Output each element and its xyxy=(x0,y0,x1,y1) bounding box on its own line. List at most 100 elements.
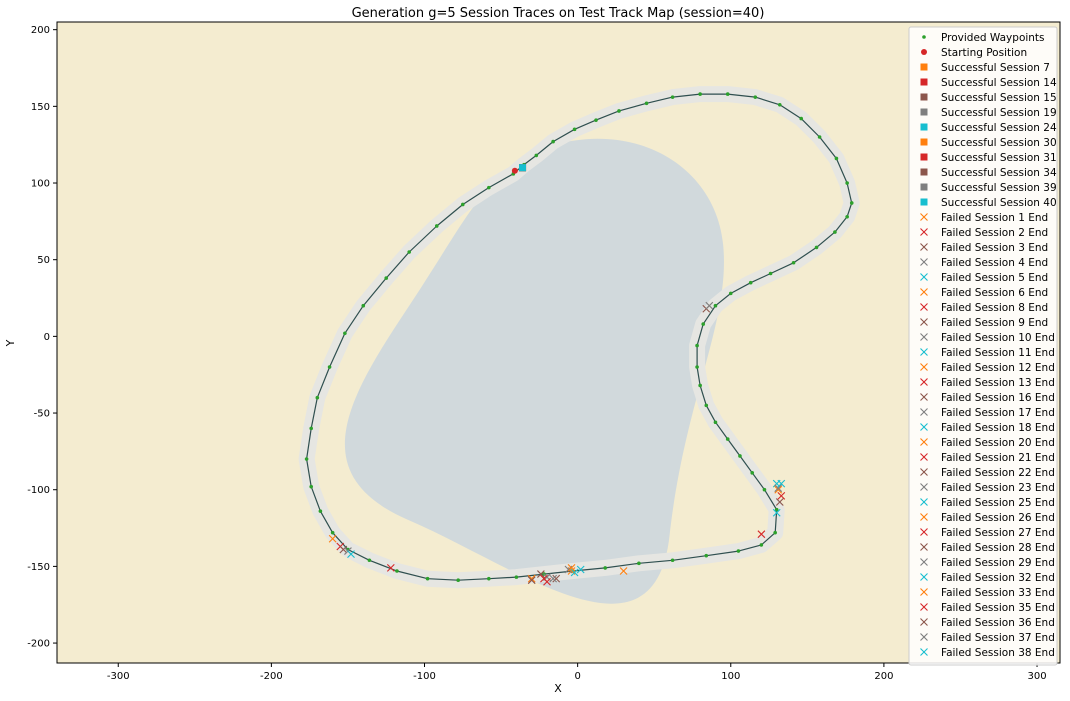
waypoint-dot xyxy=(309,426,313,431)
legend-marker xyxy=(920,588,928,596)
legend-marker xyxy=(920,363,928,371)
waypoints-layer xyxy=(304,92,854,582)
waypoint-dot xyxy=(670,558,675,563)
legend-entry: Successful Session 14 xyxy=(920,77,1057,89)
y-tick-label: -150 xyxy=(27,562,50,573)
y-tick-label: 0 xyxy=(44,332,50,343)
map-background xyxy=(57,22,1060,663)
legend-label: Failed Session 3 End xyxy=(941,242,1048,254)
legend-entry: Failed Session 23 End xyxy=(920,482,1055,494)
waypoint-dot xyxy=(384,276,389,280)
failed-end-marker xyxy=(775,498,784,506)
waypoint-dot xyxy=(361,303,366,308)
waypoint-dot xyxy=(330,530,335,535)
legend-entry: Failed Session 9 End xyxy=(920,317,1048,329)
legend-entry: Successful Session 31 xyxy=(920,152,1057,164)
waypoint-dot xyxy=(695,365,699,369)
legend-entry: Failed Session 12 End xyxy=(920,362,1055,374)
legend-marker xyxy=(920,108,928,116)
legend-marker xyxy=(920,183,928,191)
legend-marker xyxy=(920,468,928,476)
legend-label: Failed Session 13 End xyxy=(941,377,1055,389)
waypoint-dot xyxy=(762,487,767,492)
legend-marker xyxy=(920,408,928,416)
failed-end-marker xyxy=(549,574,558,583)
failed-end-marker xyxy=(772,508,781,517)
waypoint-dot xyxy=(327,365,332,369)
legend-label: Failed Session 6 End xyxy=(941,287,1048,299)
legend-label: Failed Session 35 End xyxy=(941,602,1055,614)
waypoint-dot xyxy=(748,280,753,285)
waypoint-dot xyxy=(753,95,758,99)
failed-end-marker xyxy=(386,564,395,572)
waypoint-dot xyxy=(713,303,718,308)
waypoint-dot xyxy=(617,109,621,113)
legend-label: Successful Session 24 xyxy=(941,122,1057,134)
legend-entry: Failed Session 18 End xyxy=(920,422,1055,434)
legend-label: Failed Session 11 End xyxy=(941,347,1055,359)
failed-end-marker xyxy=(774,485,783,494)
legend-label: Successful Session 31 xyxy=(941,152,1057,164)
failed-end-marker xyxy=(774,484,783,493)
y-tick-label: 150 xyxy=(31,102,50,113)
legend-label: Failed Session 10 End xyxy=(941,332,1055,344)
legend-label: Successful Session 7 xyxy=(941,62,1050,74)
waypoint-dot xyxy=(849,201,854,205)
legend-marker xyxy=(920,198,928,206)
legend-marker xyxy=(920,528,928,536)
waypoint-dot xyxy=(725,92,730,96)
legend-entry: Failed Session 26 End xyxy=(920,512,1055,524)
failed-end-marker xyxy=(543,577,551,586)
waypoint-dot xyxy=(791,260,796,265)
waypoint-dot xyxy=(594,118,598,122)
legend-entry: Failed Session 4 End xyxy=(920,257,1048,269)
legend-label: Failed Session 29 End xyxy=(941,557,1055,569)
y-tick-label: -200 xyxy=(27,639,50,650)
y-tick-label: 200 xyxy=(31,25,50,36)
legend-entry: Failed Session 20 End xyxy=(920,437,1055,449)
legend-entry: Failed Session 5 End xyxy=(920,272,1048,284)
failed-end-marker xyxy=(527,574,536,583)
legend-marker xyxy=(920,123,928,131)
legend-entry: Failed Session 25 End xyxy=(920,497,1055,509)
legend-entry: Successful Session 40 xyxy=(920,197,1057,209)
legend-marker xyxy=(920,153,928,161)
legend-label: Failed Session 16 End xyxy=(941,392,1055,404)
legend-entry: Successful Session 15 xyxy=(920,92,1057,104)
legend-marker xyxy=(920,348,928,356)
legend-label: Failed Session 25 End xyxy=(941,497,1055,509)
y-tick-label: -100 xyxy=(27,485,50,496)
legend-marker xyxy=(920,288,928,296)
legend-label: Failed Session 32 End xyxy=(941,572,1055,584)
legend-marker xyxy=(920,453,928,461)
legend-marker xyxy=(920,93,928,101)
legend-label: Failed Session 36 End xyxy=(941,617,1055,629)
legend-entry: Failed Session 21 End xyxy=(920,452,1055,464)
waypoint-dot xyxy=(315,395,320,400)
legend-label: Failed Session 8 End xyxy=(941,302,1048,314)
legend-marker xyxy=(920,543,928,551)
y-tick-label: 50 xyxy=(37,255,50,266)
legend-entry: Failed Session 6 End xyxy=(920,287,1048,299)
waypoint-dot xyxy=(318,509,323,513)
x-tick-label: -100 xyxy=(413,671,436,682)
waypoint-dot xyxy=(738,454,742,458)
legend-entry: Successful Session 7 xyxy=(920,62,1050,74)
session-trace-line xyxy=(306,93,853,581)
failed-end-marker xyxy=(576,565,585,574)
legend-label: Successful Session 15 xyxy=(941,92,1057,104)
legend-entry: Failed Session 10 End xyxy=(920,332,1055,344)
x-axis-label: X xyxy=(554,682,562,695)
legend-entry: Successful Session 24 xyxy=(920,122,1057,134)
legend-label: Successful Session 19 xyxy=(941,107,1057,119)
legend-entry: Successful Session 19 xyxy=(920,107,1057,119)
failed-end-marker xyxy=(347,550,355,559)
failed-end-marker xyxy=(552,574,561,583)
waypoint-dot xyxy=(725,437,730,441)
failed-end-marker xyxy=(570,568,579,577)
waypoint-dot xyxy=(814,245,819,250)
failed-end-marker xyxy=(537,570,545,578)
waypoint-dot xyxy=(698,383,702,388)
legend-entry: Failed Session 27 End xyxy=(920,527,1055,539)
